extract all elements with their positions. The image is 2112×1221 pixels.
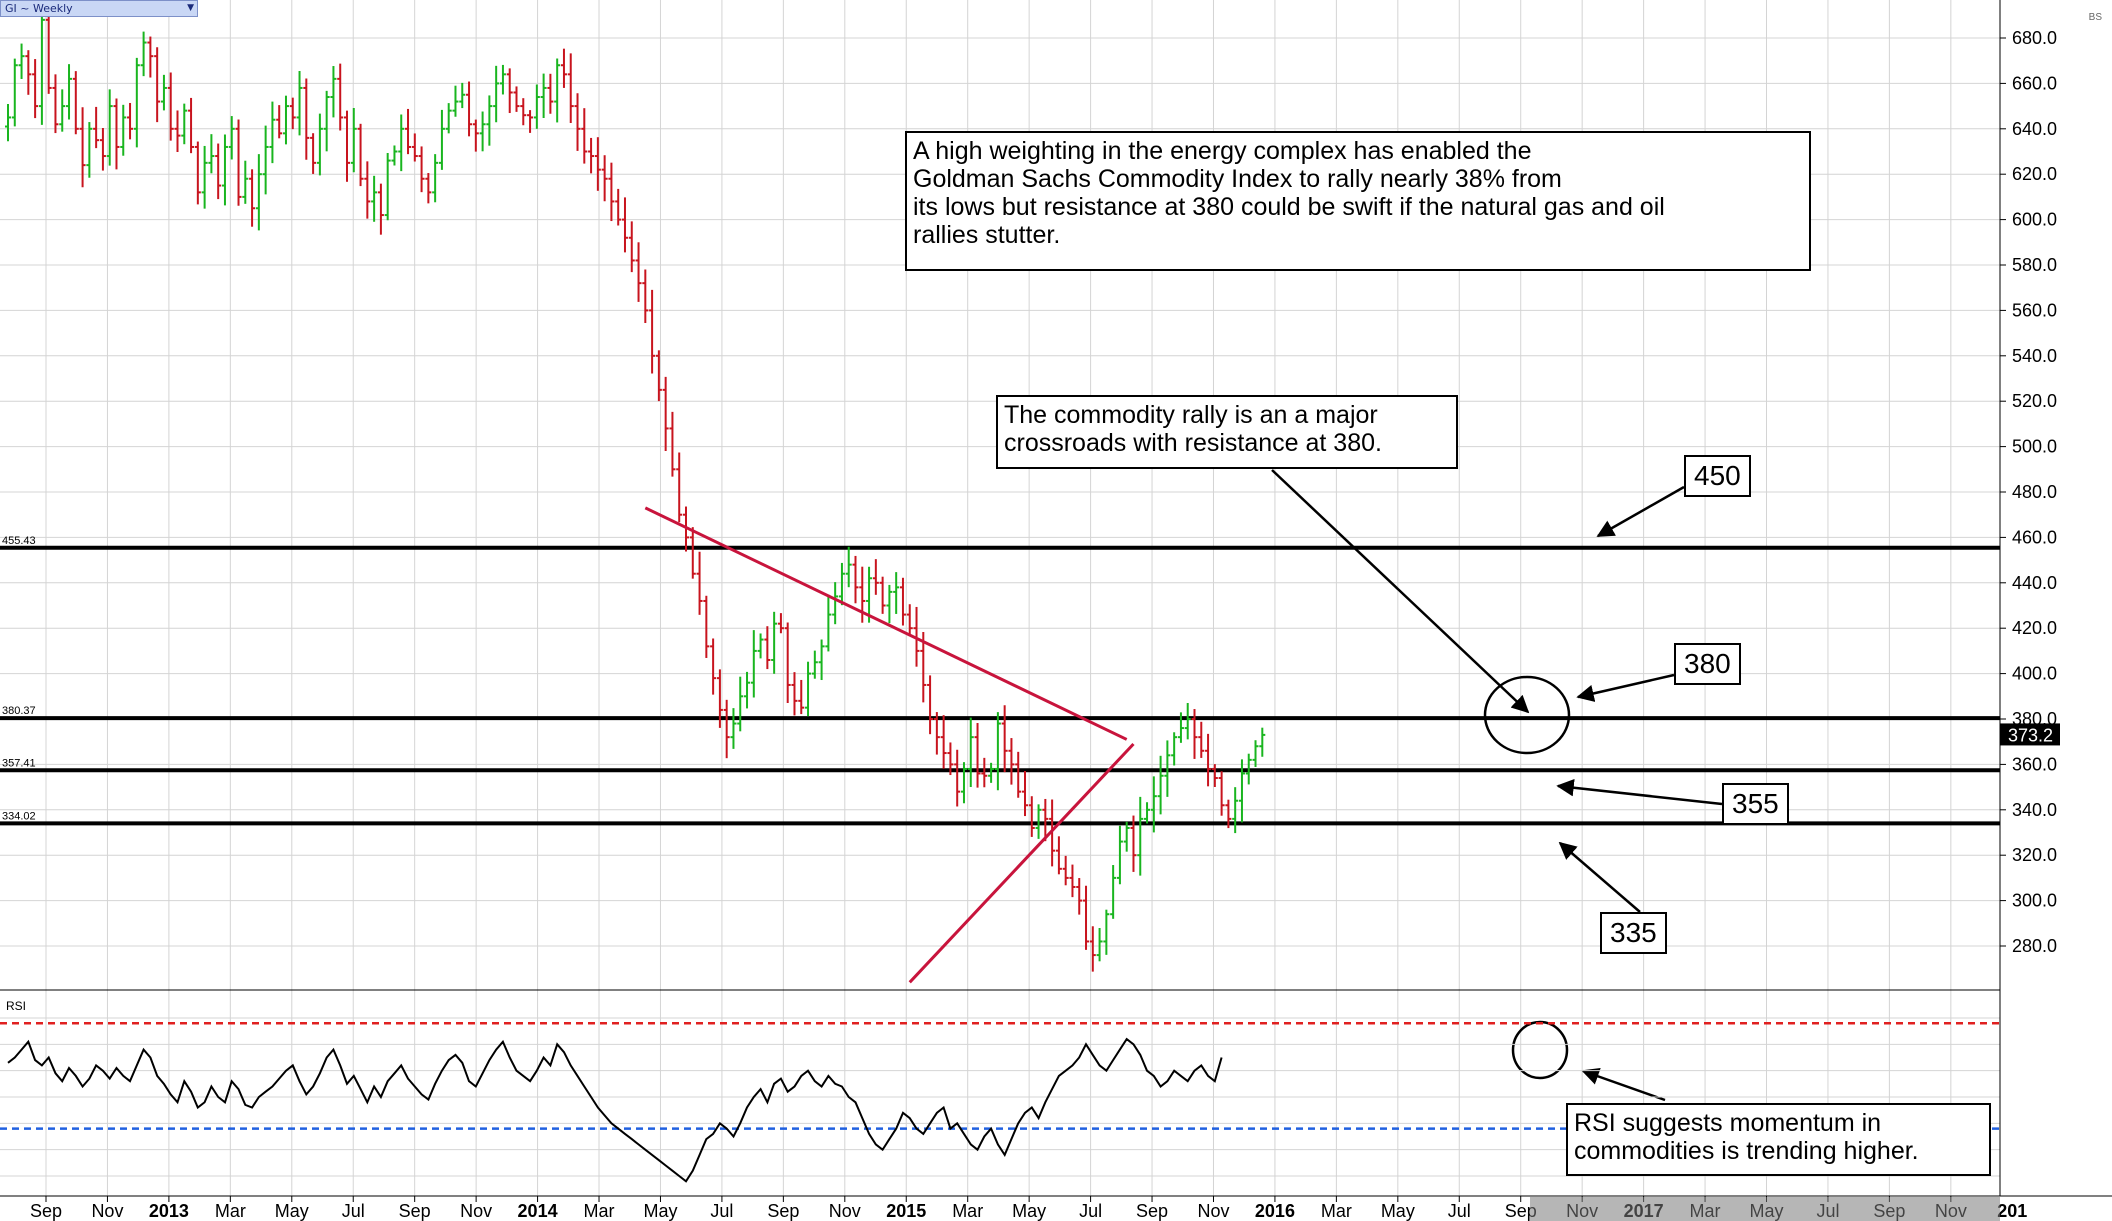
label-355: 355 [1722, 783, 1789, 825]
main-annotation-line: Goldman Sachs Commodity Index to rally n… [913, 165, 1562, 193]
x-tick-label: Mar [584, 1201, 615, 1221]
rsi-title: RSI [6, 999, 26, 1013]
rsi-line [7, 1037, 1223, 1183]
arrow-355 [1556, 779, 1723, 806]
y-tick-label: 580.0 [2012, 255, 2057, 275]
y-tick-label: 680.0 [2012, 28, 2057, 48]
y-tick-label: 420.0 [2012, 618, 2057, 638]
x-tick-label: Nov [460, 1201, 492, 1221]
arrow-450 [1596, 485, 1685, 538]
x-tick-label: 2016 [1255, 1201, 1295, 1221]
x-tick-label: Nov [1197, 1201, 1229, 1221]
label-380: 380 [1674, 643, 1741, 685]
x-tick-label: Sep [767, 1201, 799, 1221]
level-label: 334.02 [2, 810, 36, 822]
main-annotation-line: rallies stutter. [913, 221, 1061, 249]
x-tick-label: Sep [1136, 1201, 1168, 1221]
y-tick-label: 460.0 [2012, 527, 2057, 547]
main-annotation: A high weighting in the energy complex h… [905, 131, 1811, 271]
x-tick-label: May [643, 1201, 677, 1221]
y-tick-label: 400.0 [2012, 664, 2057, 684]
x-tick-label: Mar [952, 1201, 983, 1221]
main-annotation-line: its lows but resistance at 380 could be … [913, 193, 1665, 221]
level-label: 357.41 [2, 757, 36, 769]
y-axis-panel [2000, 0, 2112, 1221]
trendline-resistance [644, 506, 1128, 741]
y-tick-label: 540.0 [2012, 346, 2057, 366]
highlight-circles [1483, 675, 1571, 1080]
x-tick-label: Nov [91, 1201, 123, 1221]
arrow-335 [1558, 841, 1641, 913]
rsi-annotation-line: commodities is trending higher. [1574, 1137, 1919, 1165]
rsi-highlight-circle [1511, 1020, 1569, 1080]
rsi-annotation-line: RSI suggests momentum in [1574, 1109, 1882, 1137]
y-tick-label: 360.0 [2012, 754, 2057, 774]
future-axis-zone [1530, 1197, 2000, 1221]
arrow-rsi [1581, 1068, 1666, 1102]
x-tick-label: May [1012, 1201, 1046, 1221]
x-tick-label: 2013 [149, 1201, 189, 1221]
x-tick-label: 2014 [518, 1201, 558, 1221]
horizontal-levels: 455.43 380.37 357.41 334.02 [0, 535, 2000, 826]
last-price-tag [2000, 723, 2060, 746]
y-tick-label: 520.0 [2012, 391, 2057, 411]
level-label: 380.37 [2, 705, 36, 717]
corner-label: BS [2088, 12, 2102, 23]
x-tick-label: May [275, 1201, 309, 1221]
arrow-380 [1576, 673, 1675, 703]
x-tick-label: May [1381, 1201, 1415, 1221]
last-price-label: 373.2 [2008, 725, 2053, 745]
annotation-arrows [1271, 469, 1723, 1102]
x-tick-label: Sep [30, 1201, 62, 1221]
x-tick-label: Sep [399, 1201, 431, 1221]
y-tick-label: 600.0 [2012, 210, 2057, 230]
x-tick-label: Jul [1079, 1201, 1102, 1221]
y-tick-label: 660.0 [2012, 73, 2057, 93]
y-tick-label: 440.0 [2012, 573, 2057, 593]
arrow-crossroads [1271, 469, 1530, 714]
y-tick-label: 640.0 [2012, 119, 2057, 139]
trendlines [644, 506, 1135, 984]
label-335: 335 [1600, 912, 1667, 954]
crossroads-line: crossroads with resistance at 380. [1004, 429, 1382, 457]
y-tick-label: 500.0 [2012, 437, 2057, 457]
y-tick-label: 620.0 [2012, 164, 2057, 184]
main-annotation-line: A high weighting in the energy complex h… [913, 137, 1532, 165]
rsi-annotation: RSI suggests momentum in commodities is … [1566, 1103, 1991, 1176]
x-tick-label: Jul [710, 1201, 733, 1221]
x-tick-label: Sep [1505, 1201, 1537, 1221]
x-tick-label: Jul [342, 1201, 365, 1221]
x-tick-label: Jul [1448, 1201, 1471, 1221]
x-tick-label: 201 [1997, 1201, 2027, 1221]
y-tick-label: 300.0 [2012, 891, 2057, 911]
price-highlight-circle [1483, 675, 1571, 755]
level-label: 455.43 [2, 535, 36, 547]
x-tick-label: 2015 [886, 1201, 926, 1221]
price-bars [5, 3, 1266, 972]
label-450: 450 [1684, 455, 1751, 497]
y-tick-label: 340.0 [2012, 800, 2057, 820]
x-tick-label: Mar [215, 1201, 246, 1221]
symbol-label: GI ~ Weekly [5, 2, 73, 15]
y-tick-label: 280.0 [2012, 936, 2057, 956]
y-tick-label: 480.0 [2012, 482, 2057, 502]
x-tick-label: Nov [829, 1201, 861, 1221]
trendline-support [908, 742, 1135, 984]
x-tick-label: Mar [1321, 1201, 1352, 1221]
symbol-selector[interactable]: GI ~ Weekly ▼ [0, 0, 198, 17]
y-tick-label: 320.0 [2012, 845, 2057, 865]
crossroads-annotation: The commodity rally is an a major crossr… [996, 395, 1458, 469]
crossroads-line: The commodity rally is an a major [1004, 401, 1378, 429]
chevron-down-icon[interactable]: ▼ [187, 3, 194, 13]
y-tick-label: 560.0 [2012, 300, 2057, 320]
